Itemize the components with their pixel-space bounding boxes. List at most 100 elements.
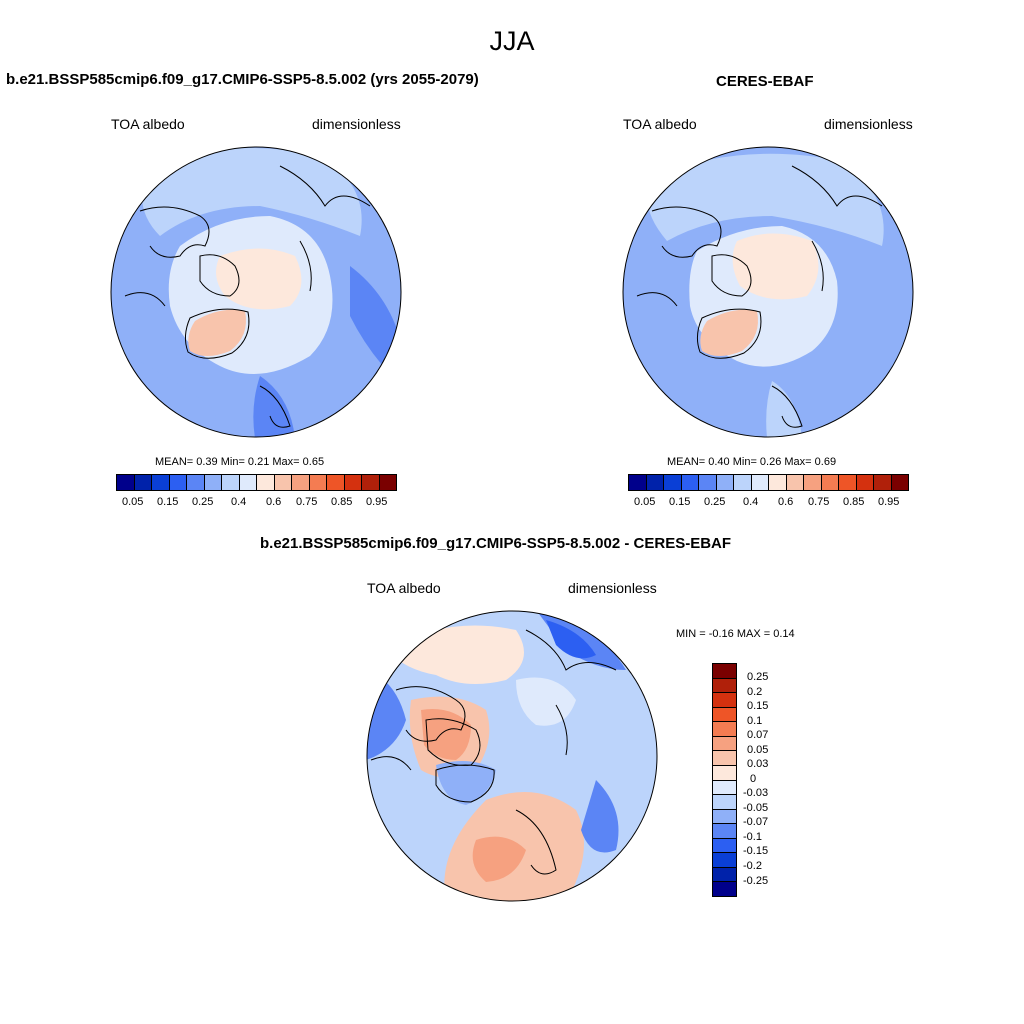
panel1-cbar-tick: 0.75 [296,496,318,508]
panel3-stats: MIN = -0.16 MAX = 0.14 [676,628,795,640]
colorbar-swatch [327,475,345,490]
colorbar-swatch [713,693,736,708]
panel3-cbar-tick: -0.07 [743,816,769,828]
panel1-map-border [110,146,402,438]
panel1-colorbar [116,474,397,491]
panel3-europe-strong-positive [472,836,526,882]
panel3-cbar-tick: -0.05 [743,802,769,814]
colorbar-swatch [699,475,717,490]
colorbar-swatch [713,678,736,694]
panel2-cbar-tick: 0.85 [843,496,865,508]
colorbar-swatch [117,475,135,490]
colorbar-swatch [713,853,736,868]
panel3-coastlines [370,629,617,875]
panel1-cbar-tick: 0.25 [192,496,214,508]
panel2-variable-label: TOA albedo [623,116,697,132]
colorbar-swatch [713,824,736,839]
panel2-cbar-tick: 0.6 [778,496,794,508]
panel2-greenland-high [700,309,758,356]
colorbar-swatch [713,882,736,896]
panel3-greenland-negative [436,761,496,805]
panel1-arctic-ice-high [216,248,302,310]
colorbar-swatch [292,475,310,490]
panel1-units-label: dimensionless [312,116,401,132]
colorbar-swatch [751,475,769,490]
panel3-cbar-tick: 0.05 [747,744,769,756]
panel1-variable-label: TOA albedo [111,116,185,132]
panel3-cbar-tick: 0.1 [747,715,763,727]
panel3-units-label: dimensionless [568,580,657,596]
colorbar-swatch [713,867,736,883]
colorbar-swatch [786,475,804,490]
colorbar-swatch [309,475,327,490]
colorbar-swatch [187,475,205,490]
panel2-cbar-tick: 0.15 [669,496,691,508]
panel1-coastlines [124,165,371,428]
colorbar-swatch [713,664,736,679]
panel2-cbar-tick: 0.95 [878,496,900,508]
colorbar-swatch [222,475,240,490]
panel3-cbar-tick: 0 [750,773,757,785]
colorbar-swatch [713,838,736,854]
panel3-cbar-tick: 0.15 [747,700,769,712]
colorbar-swatch [379,475,396,490]
panel1-cbar-tick: 0.95 [366,496,388,508]
colorbar-swatch [681,475,699,490]
panel3-cbar-tick: -0.1 [743,831,762,843]
panel3-cbar-tick: -0.25 [743,875,769,887]
colorbar-swatch [713,809,736,825]
colorbar-swatch [713,722,736,737]
panel3-map-border [366,610,658,902]
colorbar-swatch [821,475,839,490]
panel2-colorbar [628,474,909,491]
panel2-cbar-tick: 0.05 [634,496,656,508]
colorbar-swatch [713,707,736,723]
panel2-coastlines [636,165,883,428]
colorbar-swatch [257,475,275,490]
colorbar-swatch [804,475,822,490]
panel3-title: b.e21.BSSP585cmip6.f09_g17.CMIP6-SSP5-8.… [260,535,732,552]
panel3-polar-map [366,610,658,902]
panel1-cbar-tick: 0.4 [231,496,247,508]
panel3-colorbar [712,663,737,897]
panel1-stats: MEAN= 0.39 Min= 0.21 Max= 0.65 [155,456,325,468]
panel3-cbar-tick: 0.03 [747,758,769,770]
colorbar-swatch [664,475,682,490]
panel3-east-negative [581,780,619,853]
panel2-polar-map [622,146,914,438]
colorbar-swatch [874,475,892,490]
panel2-scandinavia [766,381,802,437]
panel1-title: b.e21.BSSP585cmip6.f09_g17.CMIP6-SSP5-8.… [6,71,479,88]
colorbar-swatch [716,475,734,490]
panel2-pacific-band [647,153,884,246]
colorbar-swatch [204,475,222,490]
colorbar-swatch [713,751,736,766]
colorbar-swatch [856,475,874,490]
panel2-units-label: dimensionless [824,116,913,132]
panel3-cbar-tick: -0.2 [743,860,762,872]
colorbar-swatch [713,780,736,796]
colorbar-swatch [239,475,257,490]
panel2-arctic-ice-high [732,233,819,300]
panel1-polar-map [110,146,402,438]
colorbar-swatch [713,736,736,752]
panel2-cbar-tick: 0.25 [704,496,726,508]
colorbar-swatch [891,475,908,490]
panel2-cbar-tick: 0.75 [808,496,830,508]
colorbar-swatch [734,475,752,490]
colorbar-swatch [629,475,647,490]
panel1-cbar-tick: 0.85 [331,496,353,508]
colorbar-swatch [134,475,152,490]
colorbar-swatch [769,475,787,490]
panel1-greenland-high [188,309,246,356]
colorbar-swatch [713,765,736,781]
panel3-north-strong-negative [546,620,596,659]
panel1-cbar-tick: 0.15 [157,496,179,508]
panel3-cbar-tick: -0.15 [743,845,769,857]
panel1-cbar-tick: 0.05 [122,496,144,508]
panel3-cbar-tick: -0.03 [743,787,769,799]
panel1-scandinavia-low [253,376,295,437]
colorbar-swatch [274,475,292,490]
panel2-title: CERES-EBAF [716,73,814,90]
panel3-cbar-tick: 0.07 [747,729,769,741]
